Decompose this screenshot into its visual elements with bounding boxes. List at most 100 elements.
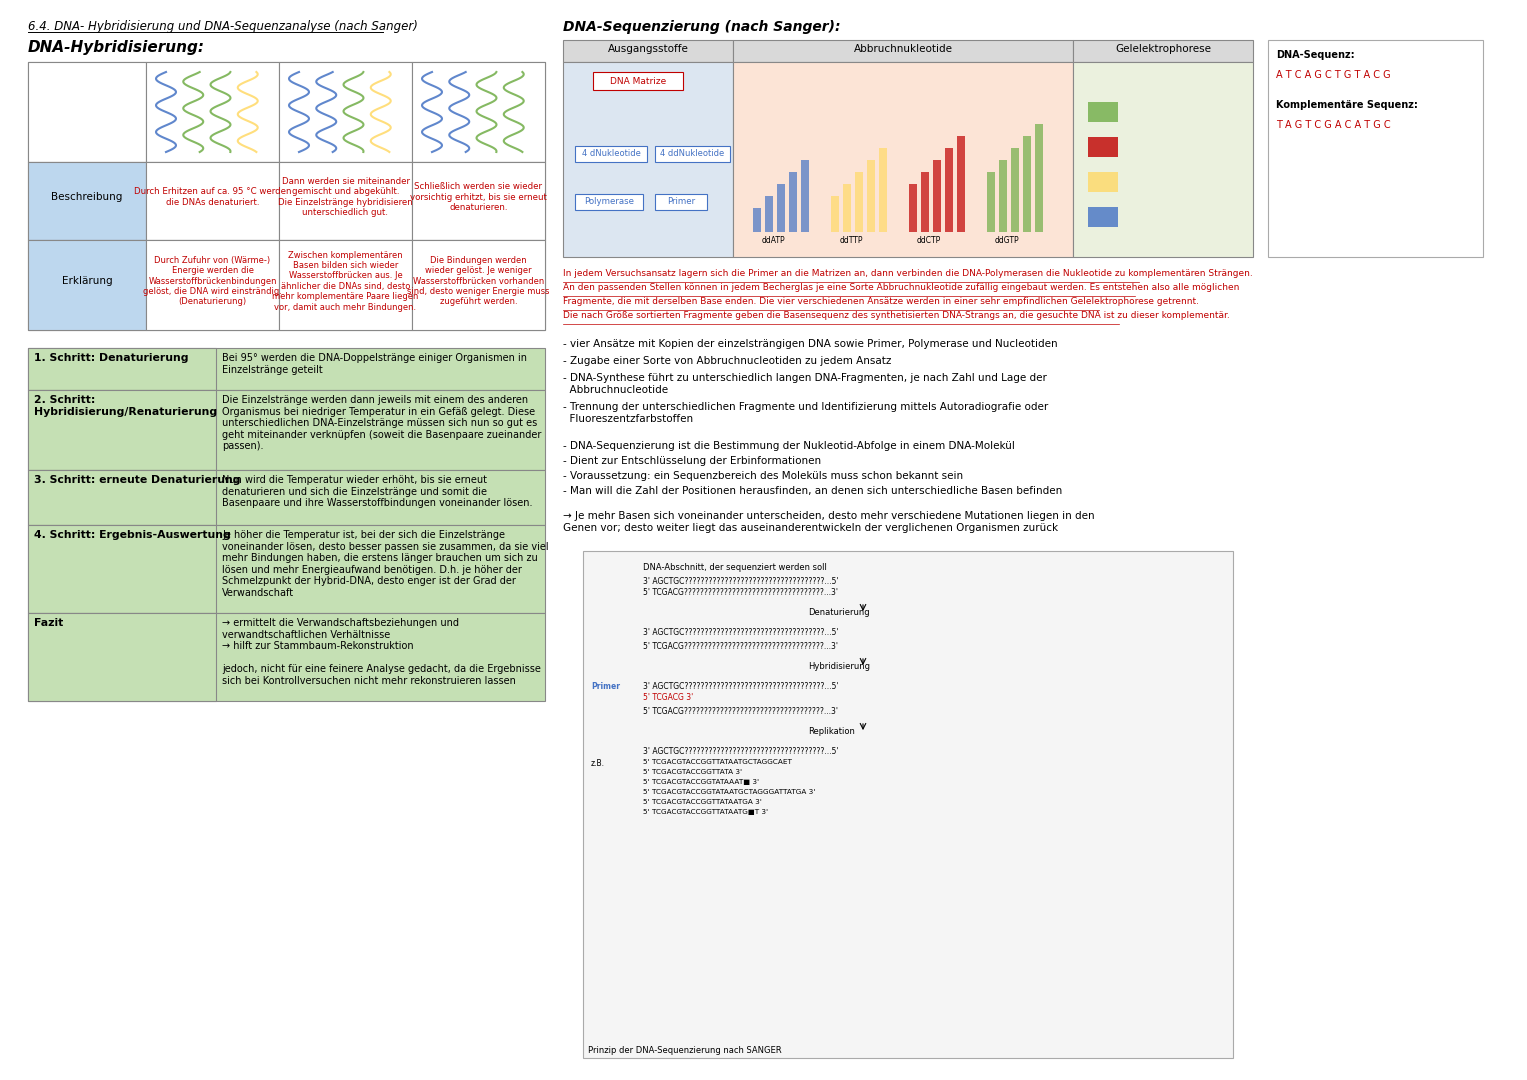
Text: Gelelektrophorese: Gelelektrophorese bbox=[1115, 44, 1211, 54]
Text: Nun wird die Temperatur wieder erhöht, bis sie erneut
denaturieren und sich die : Nun wird die Temperatur wieder erhöht, b… bbox=[221, 475, 533, 509]
Bar bbox=[753, 208, 760, 232]
Bar bbox=[909, 184, 918, 232]
Text: DNA-Hybridisierung:: DNA-Hybridisierung: bbox=[27, 40, 205, 55]
FancyBboxPatch shape bbox=[592, 72, 683, 90]
FancyBboxPatch shape bbox=[583, 551, 1232, 1058]
Text: A T C A G C T G T A C G: A T C A G C T G T A C G bbox=[1277, 70, 1391, 80]
Text: - Dient zur Entschlüsselung der Erbinformationen: - Dient zur Entschlüsselung der Erbinfor… bbox=[563, 456, 822, 465]
FancyBboxPatch shape bbox=[733, 40, 1073, 62]
Text: 5' TCGACGTACCGGTATAAAT■ 3': 5' TCGACGTACCGGTATAAAT■ 3' bbox=[643, 779, 759, 785]
Text: 3. Schritt: erneute Denaturierung: 3. Schritt: erneute Denaturierung bbox=[34, 475, 240, 485]
Text: Abbruchnukleotide: Abbruchnukleotide bbox=[854, 44, 953, 54]
FancyBboxPatch shape bbox=[576, 194, 643, 210]
Bar bbox=[986, 172, 996, 232]
FancyBboxPatch shape bbox=[27, 62, 545, 162]
FancyBboxPatch shape bbox=[655, 146, 730, 162]
FancyBboxPatch shape bbox=[27, 525, 545, 613]
Text: Ausgangsstoffe: Ausgangsstoffe bbox=[608, 44, 689, 54]
FancyBboxPatch shape bbox=[279, 162, 412, 240]
FancyBboxPatch shape bbox=[279, 240, 412, 330]
Text: 4 ddNukleotide: 4 ddNukleotide bbox=[660, 149, 724, 159]
Text: → Je mehr Basen sich voneinander unterscheiden, desto mehr verschiedene Mutation: → Je mehr Basen sich voneinander untersc… bbox=[563, 511, 1095, 532]
Text: Fragmente, die mit derselben Base enden. Die vier verschiedenen Ansätze werden i: Fragmente, die mit derselben Base enden.… bbox=[563, 297, 1199, 306]
Text: Zwischen komplementären
Basen bilden sich wieder
Wasserstoffbrücken aus. Je
ähnl: Zwischen komplementären Basen bilden sic… bbox=[272, 251, 418, 311]
Bar bbox=[880, 148, 887, 232]
FancyBboxPatch shape bbox=[279, 62, 412, 162]
Text: 5' TCGACGTACCGGTATAATGCTAGGGATTATGA 3': 5' TCGACGTACCGGTATAATGCTAGGGATTATGA 3' bbox=[643, 789, 815, 795]
Text: An den passenden Stellen können in jedem Becherglas je eine Sorte Abbruchnukleot: An den passenden Stellen können in jedem… bbox=[563, 283, 1240, 292]
FancyBboxPatch shape bbox=[412, 162, 545, 240]
Text: DNA Matrize: DNA Matrize bbox=[609, 77, 666, 85]
Text: Schließlich werden sie wieder
vorsichtig erhitzt, bis sie erneut
denaturieren.: Schließlich werden sie wieder vorsichtig… bbox=[411, 183, 547, 212]
Text: 5' TCGACGTACCGGTTATA 3': 5' TCGACGTACCGGTTATA 3' bbox=[643, 769, 742, 775]
Text: 5' TCGACG???????????????????????????????????...3': 5' TCGACG???????????????????????????????… bbox=[643, 642, 838, 651]
Text: 6.4. DNA- Hybridisierung und DNA-Sequenzanalyse (nach Sanger): 6.4. DNA- Hybridisierung und DNA-Sequenz… bbox=[27, 21, 418, 33]
Bar bbox=[789, 172, 797, 232]
Bar bbox=[1089, 137, 1118, 157]
Text: Durch Erhitzen auf ca. 95 °C werden
die DNAs denaturiert.: Durch Erhitzen auf ca. 95 °C werden die … bbox=[134, 187, 292, 206]
Text: Dann werden sie miteinander
gemischt und abgekühlt.
Die Einzelstränge hybridisie: Dann werden sie miteinander gemischt und… bbox=[278, 177, 412, 217]
Text: Die Einzelstränge werden dann jeweils mit einem des anderen
Organismus bei niedr: Die Einzelstränge werden dann jeweils mi… bbox=[221, 395, 542, 451]
Bar bbox=[765, 195, 773, 232]
Bar bbox=[802, 160, 809, 232]
Bar bbox=[999, 160, 1006, 232]
FancyBboxPatch shape bbox=[27, 240, 147, 330]
Text: Beschreibung: Beschreibung bbox=[52, 192, 122, 202]
Text: Denaturierung: Denaturierung bbox=[808, 608, 869, 617]
Text: T A G T C G A C A T G C: T A G T C G A C A T G C bbox=[1277, 120, 1391, 130]
Text: 2. Schritt:
Hybridisierung/Renaturierung: 2. Schritt: Hybridisierung/Renaturierung bbox=[34, 395, 217, 417]
Text: 5' TCGACGTACCGGTTATAATG■T 3': 5' TCGACGTACCGGTTATAATG■T 3' bbox=[643, 809, 768, 815]
Text: 5' TCGACG???????????????????????????????????...3': 5' TCGACG???????????????????????????????… bbox=[643, 707, 838, 716]
Text: Replikation: Replikation bbox=[808, 727, 855, 735]
Text: ddCTP: ddCTP bbox=[916, 237, 941, 245]
FancyBboxPatch shape bbox=[27, 162, 545, 240]
FancyBboxPatch shape bbox=[563, 62, 733, 257]
Text: DNA-Sequenzierung (nach Sanger):: DNA-Sequenzierung (nach Sanger): bbox=[563, 21, 840, 33]
Text: 5' TCGACGTACCGGTTATAATGCTAGGCAET: 5' TCGACGTACCGGTTATAATGCTAGGCAET bbox=[643, 759, 793, 765]
Text: 5' TCGACG???????????????????????????????????...3': 5' TCGACG???????????????????????????????… bbox=[643, 588, 838, 597]
FancyBboxPatch shape bbox=[412, 240, 545, 330]
FancyBboxPatch shape bbox=[1073, 40, 1254, 62]
FancyBboxPatch shape bbox=[1267, 40, 1483, 257]
Text: 3' AGCTGC???????????????????????????????????...5': 3' AGCTGC???????????????????????????????… bbox=[643, 627, 838, 637]
FancyBboxPatch shape bbox=[655, 194, 707, 210]
Text: 5' TCGACG 3': 5' TCGACG 3' bbox=[643, 693, 693, 702]
Text: z.B.: z.B. bbox=[591, 759, 605, 768]
Text: Primer: Primer bbox=[591, 681, 620, 691]
Text: DNA-Abschnitt, der sequenziert werden soll: DNA-Abschnitt, der sequenziert werden so… bbox=[643, 563, 828, 572]
Text: - DNA-Sequenzierung ist die Bestimmung der Nukleotid-Abfolge in einem DNA-Molekü: - DNA-Sequenzierung ist die Bestimmung d… bbox=[563, 441, 1015, 451]
Text: Je höher die Temperatur ist, bei der sich die Einzelstränge
voneinander lösen, d: Je höher die Temperatur ist, bei der sic… bbox=[221, 530, 548, 598]
Bar bbox=[831, 195, 838, 232]
Bar bbox=[921, 172, 928, 232]
FancyBboxPatch shape bbox=[576, 146, 647, 162]
Text: Primer: Primer bbox=[667, 198, 695, 206]
FancyBboxPatch shape bbox=[27, 240, 545, 330]
Text: - DNA-Synthese führt zu unterschiedlich langen DNA-Fragmenten, je nach Zahl und : - DNA-Synthese führt zu unterschiedlich … bbox=[563, 373, 1048, 394]
Bar bbox=[867, 160, 875, 232]
Text: Polymerase: Polymerase bbox=[583, 198, 634, 206]
Text: Erklärung: Erklärung bbox=[61, 276, 113, 286]
Text: 4 dNukleotide: 4 dNukleotide bbox=[582, 149, 640, 159]
FancyBboxPatch shape bbox=[27, 525, 215, 613]
FancyBboxPatch shape bbox=[27, 390, 545, 470]
FancyBboxPatch shape bbox=[27, 62, 147, 162]
Text: 3' AGCTGC???????????????????????????????????...5': 3' AGCTGC???????????????????????????????… bbox=[643, 681, 838, 691]
FancyBboxPatch shape bbox=[147, 240, 279, 330]
Text: Hybridisierung: Hybridisierung bbox=[808, 662, 870, 671]
Bar bbox=[1023, 136, 1031, 232]
Bar bbox=[1089, 102, 1118, 122]
Text: Fazit: Fazit bbox=[34, 618, 63, 627]
Bar bbox=[1035, 124, 1043, 232]
FancyBboxPatch shape bbox=[27, 348, 545, 390]
Text: - vier Ansätze mit Kopien der einzelsträngigen DNA sowie Primer, Polymerase und : - vier Ansätze mit Kopien der einzelsträ… bbox=[563, 339, 1058, 349]
Text: 5' TCGACGTACCGGTTATAATGA 3': 5' TCGACGTACCGGTTATAATGA 3' bbox=[643, 799, 762, 805]
Text: 3' AGCTGC???????????????????????????????????...5': 3' AGCTGC???????????????????????????????… bbox=[643, 577, 838, 586]
FancyBboxPatch shape bbox=[27, 470, 545, 525]
Text: ddATP: ddATP bbox=[760, 237, 785, 245]
Text: Die nach Größe sortierten Fragmente geben die Basensequenz des synthetisierten D: Die nach Größe sortierten Fragmente gebe… bbox=[563, 311, 1229, 320]
Text: - Man will die Zahl der Positionen herausfinden, an denen sich unterschiedliche : - Man will die Zahl der Positionen herau… bbox=[563, 486, 1063, 496]
Text: Bei 95° werden die DNA-Doppelstränge einiger Organismen in
Einzelstränge geteilt: Bei 95° werden die DNA-Doppelstränge ein… bbox=[221, 353, 527, 375]
FancyBboxPatch shape bbox=[27, 470, 215, 525]
Text: In jedem Versuchsansatz lagern sich die Primer an die Matrizen an, dann verbinde: In jedem Versuchsansatz lagern sich die … bbox=[563, 269, 1252, 278]
FancyBboxPatch shape bbox=[1073, 62, 1254, 257]
